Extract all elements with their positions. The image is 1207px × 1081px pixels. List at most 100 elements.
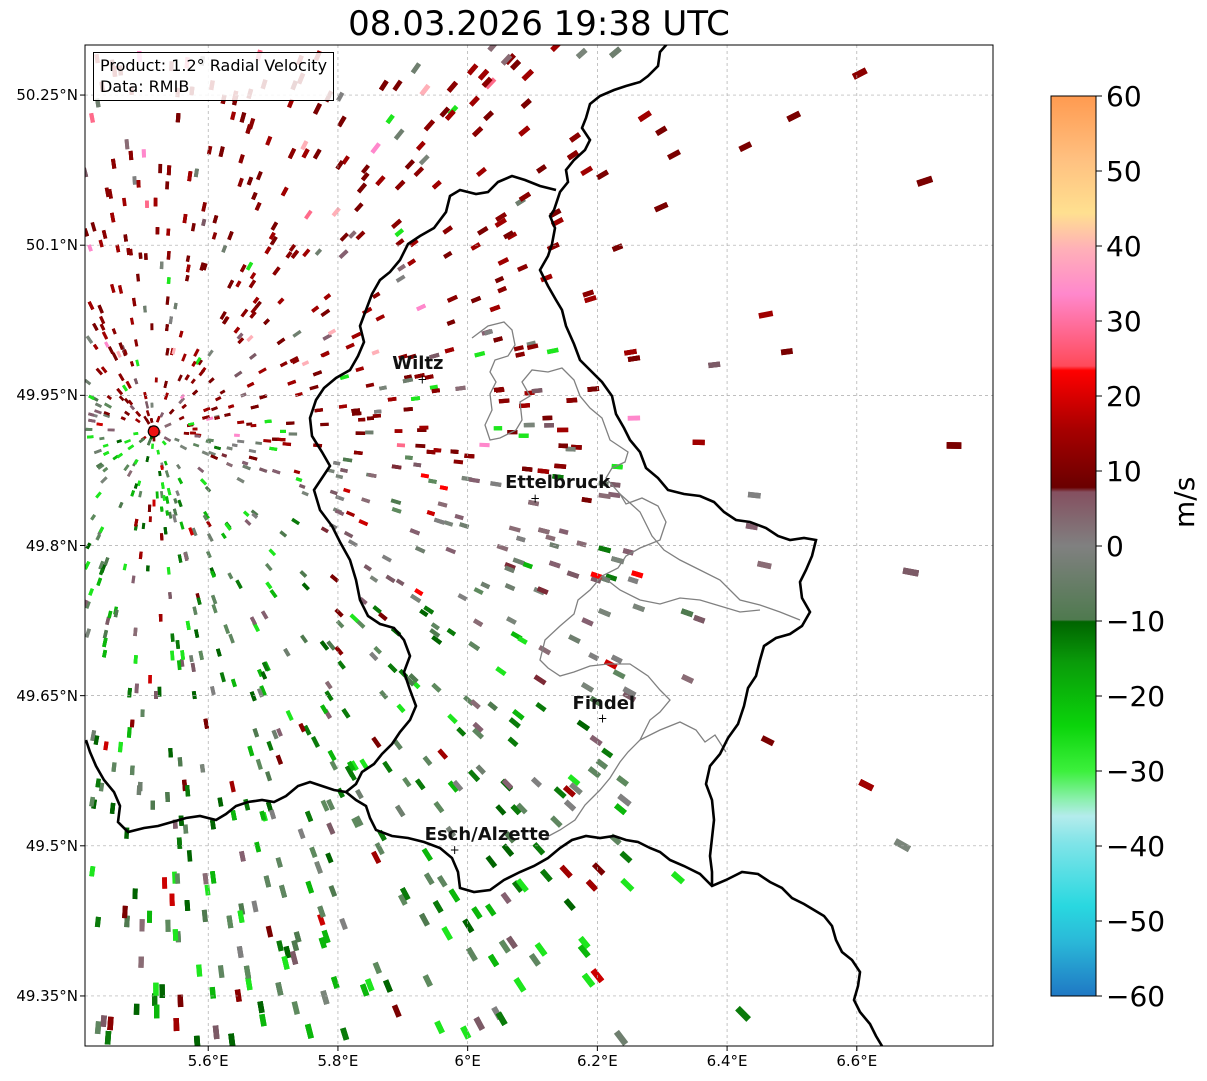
radar-gate [424, 374, 434, 380]
radar-gate [217, 797, 224, 807]
radar-gate [88, 394, 95, 401]
radar-gate [175, 640, 181, 649]
radar-gate [495, 666, 507, 676]
radar-gate [98, 239, 104, 248]
radar-velocity-layer [85, 45, 962, 1046]
radar-gate [137, 781, 143, 792]
radar-gate [130, 490, 135, 497]
radar-gate [619, 850, 633, 864]
canton-boundary-mid [601, 575, 761, 613]
radar-gate [168, 316, 173, 325]
radar-gate [249, 352, 257, 360]
radar-gate [396, 703, 406, 713]
radar-gate [230, 111, 237, 121]
radar-gate [893, 838, 912, 853]
radar-gate [281, 955, 290, 970]
radar-gate [372, 413, 382, 418]
radar-gate [340, 1027, 350, 1041]
radar-gate [314, 248, 323, 256]
radar-gate [292, 329, 302, 338]
radar-gate [326, 822, 336, 835]
radar-gate [356, 182, 367, 194]
radar-gate [93, 448, 102, 455]
lon-tick-label: 6°E [454, 1052, 481, 1070]
radar-gate [559, 864, 573, 879]
radar-gate [631, 570, 644, 579]
radar-gate [226, 462, 233, 468]
radar-gate [222, 316, 229, 325]
radar-gate [708, 361, 721, 369]
radar-gate [487, 953, 500, 968]
radar-gate [100, 1015, 107, 1028]
radar-gate [124, 438, 132, 444]
radar-gate [178, 330, 184, 338]
radar-gate [760, 735, 775, 747]
radar-gate [237, 439, 245, 444]
radar-gate [318, 937, 327, 949]
city-marker: + [417, 372, 427, 386]
radar-gate [293, 469, 301, 475]
radar-gate [285, 709, 294, 721]
radar-gate [347, 768, 357, 781]
radar-gate [87, 244, 93, 252]
radar-gate [238, 154, 245, 164]
radar-gate [471, 906, 483, 920]
radar-gate [507, 736, 519, 747]
radar-gate [212, 214, 219, 224]
city-label: Findel [572, 692, 636, 714]
radar-gate [265, 925, 274, 938]
radar-gate [98, 526, 105, 534]
radar-gate [359, 983, 370, 997]
radar-gate [520, 98, 532, 109]
radar-gate [288, 243, 297, 252]
radar-gate [175, 490, 180, 497]
radar-gate [96, 577, 103, 586]
radar-gate [254, 300, 262, 309]
radar-gate [259, 1013, 267, 1027]
radar-gate [125, 380, 132, 389]
radar-gate [198, 650, 204, 661]
radar-gate [162, 877, 168, 889]
radar-gate [578, 936, 591, 950]
radar-gate [670, 871, 685, 885]
radar-gate [206, 550, 212, 559]
radar-gate [168, 408, 175, 415]
radar-gate [382, 760, 393, 773]
radar-gate [219, 671, 226, 683]
radar-gate [214, 416, 220, 420]
radar-gate [103, 411, 110, 416]
radar-gate [124, 139, 130, 150]
radar-gate [259, 685, 267, 696]
radar-gate [531, 388, 543, 394]
radar-gate [129, 317, 135, 325]
radar-gate [402, 377, 414, 384]
radar-gate [431, 180, 442, 190]
radar-gate [394, 179, 406, 191]
radar-gate [102, 637, 108, 648]
radar-gate [275, 981, 284, 996]
radar-gate [133, 627, 138, 637]
radar-gate [487, 701, 498, 712]
radar-gate [166, 228, 171, 236]
radar-gate [530, 776, 542, 788]
radar-gate [758, 310, 774, 319]
radar-gate [126, 247, 131, 256]
colorbar [1050, 95, 1097, 997]
radar-gate [279, 361, 288, 368]
radar-gate [536, 586, 549, 595]
radar-gate [126, 727, 132, 738]
radar-gate [610, 654, 623, 664]
radar-gate [288, 432, 298, 436]
radar-gate [180, 650, 185, 660]
radar-gate [210, 454, 219, 460]
radar-gate [577, 944, 591, 959]
radar-gate [236, 945, 244, 959]
radar-gate [360, 164, 371, 175]
radar-gate [518, 403, 531, 409]
radar-gate [154, 377, 158, 383]
radar-gate [272, 468, 281, 475]
radar-gate [249, 311, 257, 319]
radar-gate [263, 438, 272, 443]
radar-gate [392, 739, 403, 751]
radar-gate [490, 481, 502, 488]
